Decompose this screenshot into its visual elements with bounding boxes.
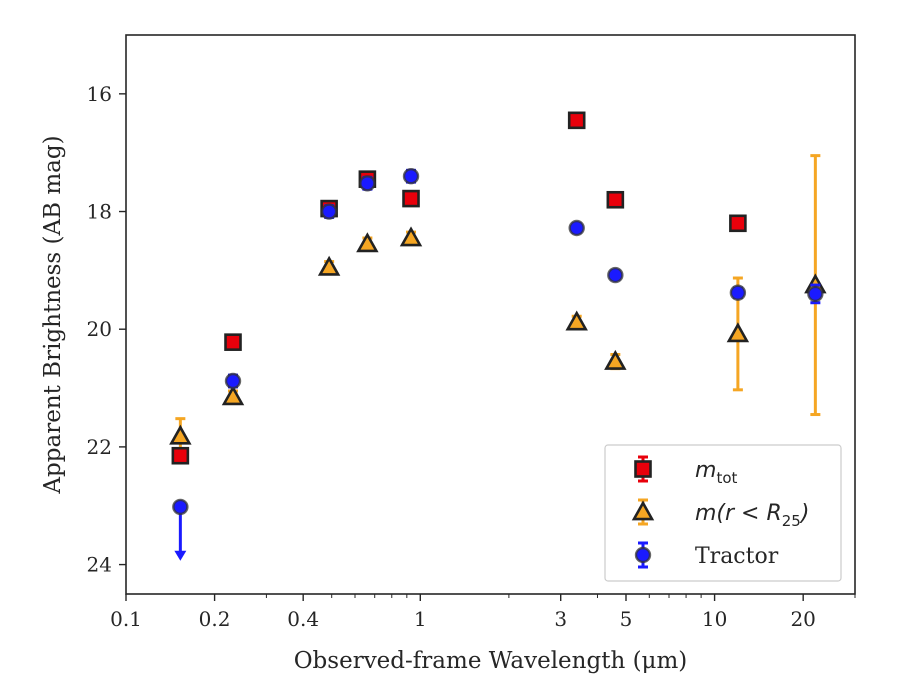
- circle-marker: [807, 285, 824, 303]
- x-tick-label: 0.2: [199, 607, 231, 631]
- y-tick-label: 22: [87, 435, 112, 459]
- plot-frame: [125, 34, 856, 595]
- circle-marker: [172, 498, 189, 516]
- y-tick-label: 24: [87, 553, 112, 577]
- square-marker: [224, 333, 242, 351]
- triangle-marker: [604, 349, 627, 370]
- data-point: [607, 266, 624, 284]
- circle-marker: [359, 175, 376, 192]
- legend-entry: m(r < R25): [631, 498, 809, 530]
- data-point: [402, 189, 420, 208]
- data-point: [567, 111, 586, 130]
- circle-marker: [607, 266, 624, 284]
- data-series: [169, 111, 827, 561]
- circle-marker: [320, 203, 338, 220]
- x-axis-label: Observed-frame Wavelength (μm): [294, 648, 688, 674]
- data-point: [729, 284, 747, 301]
- data-point: [568, 219, 585, 237]
- data-point: [317, 255, 341, 276]
- data-point: [807, 283, 824, 305]
- data-point: [224, 333, 242, 351]
- x-tick-label: 10: [702, 607, 727, 631]
- data-point: [359, 175, 376, 192]
- legend: mtot m(r < R25) Tractor: [604, 444, 842, 582]
- x-tick-label: 20: [790, 607, 815, 631]
- square-marker: [171, 446, 190, 465]
- y-axis-label: Apparent Brightness (AB mag): [40, 135, 66, 494]
- series-triangle: [169, 154, 827, 456]
- square-marker: [634, 460, 652, 478]
- circle-marker: [634, 546, 652, 564]
- data-point: [604, 349, 627, 371]
- data-point: [402, 168, 420, 185]
- series-square: [171, 111, 747, 465]
- legend-label: Tractor: [695, 544, 779, 569]
- y-tick-label: 18: [87, 200, 112, 224]
- x-tick-label: 1: [414, 607, 427, 631]
- legend-entry: Tractor: [634, 541, 779, 569]
- x-axis: 0.1 0.2 0.4 1 3 5 10 20: [110, 594, 856, 631]
- data-point: [399, 226, 423, 247]
- circle-marker: [224, 372, 242, 390]
- y-axis: 16 18 20 22 24: [87, 82, 126, 577]
- series-circle: [172, 168, 824, 561]
- square-marker: [402, 189, 420, 208]
- data-point: [356, 232, 379, 253]
- circle-marker: [402, 168, 420, 185]
- circle-marker: [729, 284, 747, 301]
- x-tick-label: 0.4: [287, 607, 319, 631]
- triangle-marker: [317, 255, 341, 276]
- data-point: [171, 446, 190, 465]
- x-tick-label: 3: [554, 607, 567, 631]
- legend-label: m(r < R25): [695, 501, 809, 530]
- legend-entry: mtot: [634, 455, 737, 487]
- data-point: [224, 372, 242, 390]
- square-marker: [729, 214, 747, 233]
- x-tick-label: 5: [620, 607, 633, 631]
- data-point: [320, 203, 338, 220]
- upper-limit-arrow: [174, 550, 187, 561]
- data-point: [606, 190, 625, 209]
- triangle-marker: [631, 500, 655, 521]
- legend-label: mtot: [695, 458, 737, 487]
- triangle-marker: [726, 322, 750, 343]
- x-tick-label: 0.1: [110, 607, 142, 631]
- triangle-marker: [565, 310, 588, 331]
- data-point: [565, 310, 588, 331]
- triangle-marker: [399, 226, 423, 247]
- data-point: [221, 385, 245, 406]
- triangle-marker: [221, 385, 245, 406]
- y-tick-label: 20: [87, 317, 112, 341]
- legend-box: [604, 444, 842, 582]
- data-point: [172, 498, 189, 561]
- plot-area: [125, 34, 856, 595]
- triangle-marker: [169, 424, 192, 445]
- y-tick-label: 16: [87, 82, 112, 106]
- square-marker: [606, 190, 625, 209]
- square-marker: [567, 111, 586, 130]
- data-point: [729, 214, 747, 233]
- circle-marker: [568, 219, 585, 237]
- triangle-marker: [356, 232, 379, 253]
